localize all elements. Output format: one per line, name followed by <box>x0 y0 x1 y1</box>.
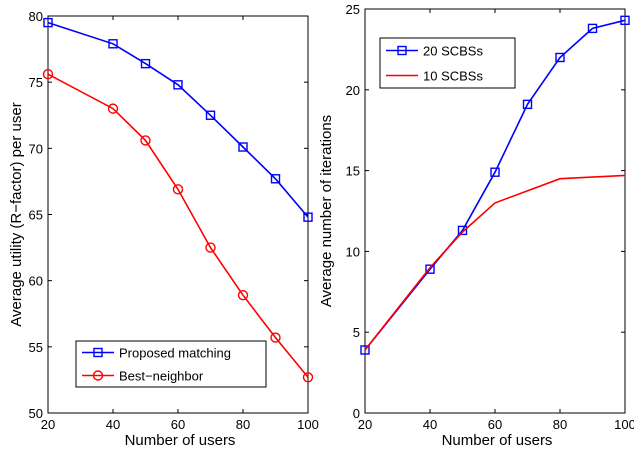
data-point-square <box>140 58 151 69</box>
y-tick-label: 70 <box>29 141 43 156</box>
y-tick-label: 10 <box>346 244 360 259</box>
y-tick-label: 20 <box>346 83 360 98</box>
data-point-square <box>620 15 630 26</box>
legend-box <box>75 340 267 388</box>
y-tick-label: 60 <box>29 274 43 289</box>
x-tick-label: 60 <box>171 417 185 432</box>
data-point-square <box>108 39 118 49</box>
x-tick-label: 100 <box>297 417 319 432</box>
data-point-square <box>303 212 313 222</box>
x-tick-label: 20 <box>41 417 55 432</box>
x-tick-label: 80 <box>236 417 250 432</box>
y-tick-label: 80 <box>29 9 43 24</box>
data-point-square <box>205 110 216 120</box>
y-tick-label: 25 <box>346 2 360 17</box>
x-tick-label: 40 <box>106 417 120 432</box>
x-axis-label: Number of users <box>442 432 553 449</box>
data-point-circle <box>205 242 216 253</box>
y-tick-label: 75 <box>29 75 43 90</box>
legend-label: Best−neighbor <box>119 369 204 384</box>
data-point-square <box>425 264 435 274</box>
data-point-circle <box>270 332 281 343</box>
data-point-circle <box>172 184 184 195</box>
data-point-circle <box>107 103 119 114</box>
y-tick-label: 5 <box>353 325 360 340</box>
legend-marker-square <box>397 45 407 56</box>
data-point-square <box>360 345 370 355</box>
x-tick-label: 80 <box>553 417 567 432</box>
chart-2: 20 40 60 80 100 0 5 10 15 20 25 Number of users Aver… <box>318 2 634 449</box>
data-point-circle <box>237 290 249 301</box>
x-tick-label: 20 <box>358 417 372 432</box>
series-line-2 <box>47 73 309 378</box>
data-point-square <box>173 80 183 90</box>
data-point-square <box>238 142 248 152</box>
legend-label: 20 SCBSs <box>423 44 483 59</box>
data-point-square <box>457 225 468 236</box>
y-tick-label: 15 <box>346 164 360 179</box>
data-point-square <box>43 17 53 28</box>
legend-label: 10 SCBSs <box>423 69 483 84</box>
series-line-2 <box>364 174 626 351</box>
y-axis-label: Average utility (R−factor) per user <box>8 102 25 326</box>
data-point-square <box>522 99 533 110</box>
x-tick-label: 40 <box>423 417 437 432</box>
y-tick-label: 0 <box>353 406 360 421</box>
data-point-square <box>490 167 500 177</box>
legend-label: Proposed matching <box>119 346 231 361</box>
data-point-square <box>587 23 598 34</box>
data-point-square <box>555 52 565 63</box>
x-tick-label: 100 <box>614 417 634 432</box>
x-tick-label: 60 <box>488 417 502 432</box>
data-point-circle <box>140 135 151 146</box>
legend-marker-square <box>93 347 103 358</box>
data-point-square <box>270 174 281 184</box>
legend-marker-circle <box>92 370 104 381</box>
y-tick-label: 50 <box>29 406 43 421</box>
data-point-circle <box>302 372 314 383</box>
y-tick-label: 55 <box>29 340 43 355</box>
series-line-1 <box>47 21 309 218</box>
x-axis-label: Number of users <box>125 432 236 449</box>
y-axis-label: Average number of iterations <box>318 115 335 307</box>
y-tick-label: 65 <box>29 208 43 223</box>
data-point-circle <box>42 69 54 80</box>
